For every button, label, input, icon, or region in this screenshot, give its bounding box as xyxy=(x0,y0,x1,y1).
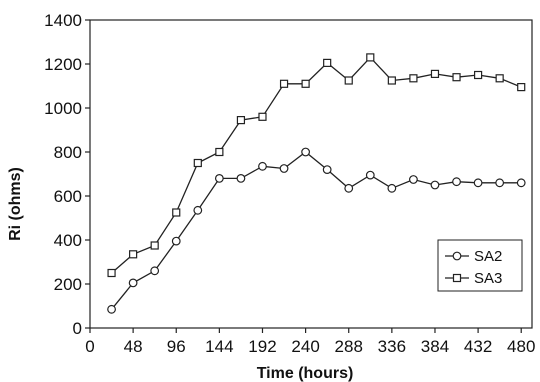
x-tick-label: 480 xyxy=(507,337,535,356)
x-tick-label: 96 xyxy=(167,337,186,356)
data-point-sa2 xyxy=(214,173,224,183)
series-sa2 xyxy=(107,147,526,314)
x-tick-label: 0 xyxy=(85,337,94,356)
data-point-sa3 xyxy=(366,53,375,62)
data-point-sa3 xyxy=(323,58,332,68)
data-point-sa3 xyxy=(409,74,418,83)
x-tick-label: 288 xyxy=(335,337,363,356)
data-point-sa2 xyxy=(409,175,418,184)
data-point-sa2 xyxy=(258,161,267,171)
data-point-sa2 xyxy=(495,178,505,188)
data-point-sa3 xyxy=(129,250,138,259)
data-point-sa3 xyxy=(236,115,246,125)
x-tick-label: 336 xyxy=(378,337,406,356)
x-tick-label: 48 xyxy=(124,337,143,356)
y-axis-ticks: 0 200 400 600 800 1000 1200 1400 xyxy=(44,11,90,338)
data-point-sa3 xyxy=(279,79,289,88)
data-point-sa2 xyxy=(236,173,246,183)
x-tick-label: 192 xyxy=(248,337,276,356)
data-point-sa2 xyxy=(387,183,397,193)
data-point-sa3 xyxy=(258,112,267,121)
y-tick-label: 1000 xyxy=(44,99,82,118)
data-point-sa3 xyxy=(495,74,504,83)
data-point-sa3 xyxy=(452,73,461,82)
plot-frame xyxy=(89,19,533,329)
data-point-sa2 xyxy=(107,304,116,314)
chart-axes: 0 200 400 600 800 1000 1200 1400 0 48 96 144 192 240… xyxy=(44,11,535,356)
y-tick-label: 600 xyxy=(54,187,82,206)
y-tick-label: 800 xyxy=(54,143,82,162)
y-tick-label: 1400 xyxy=(44,11,82,30)
data-point-sa2 xyxy=(150,266,160,276)
data-point-sa3 xyxy=(172,208,181,217)
data-point-sa2 xyxy=(516,178,526,188)
x-tick-label: 240 xyxy=(291,337,319,356)
data-point-sa3 xyxy=(301,79,310,88)
data-point-sa2 xyxy=(344,183,354,193)
legend-label-sa3: SA3 xyxy=(474,270,502,287)
y-tick-label: 200 xyxy=(54,275,82,294)
x-axis-title: Time (hours) xyxy=(257,365,354,382)
data-point-sa3 xyxy=(430,69,440,79)
x-tick-label: 384 xyxy=(421,337,449,356)
x-axis-ticks: 0 48 96 144 192 240 288 336 384 432 480 xyxy=(85,328,535,356)
legend-box xyxy=(437,239,523,292)
legend-marker-sa3 xyxy=(452,273,462,283)
legend: SA2 SA3 xyxy=(437,239,523,292)
data-point-sa2 xyxy=(193,205,203,215)
data-point-sa2 xyxy=(128,278,138,288)
data-point-sa3 xyxy=(387,76,396,85)
data-point-sa3 xyxy=(215,147,224,157)
y-tick-label: 400 xyxy=(54,231,82,250)
y-tick-label: 1200 xyxy=(44,55,82,74)
data-point-sa2 xyxy=(301,147,311,157)
data-point-sa3 xyxy=(150,241,159,250)
data-point-sa2 xyxy=(473,178,483,188)
data-point-sa2 xyxy=(279,164,289,173)
legend-marker-sa2 xyxy=(452,251,462,261)
data-point-sa2 xyxy=(452,177,461,187)
data-point-sa3 xyxy=(473,70,483,80)
legend-label-sa2: SA2 xyxy=(474,248,502,265)
data-point-sa2 xyxy=(365,170,375,180)
data-point-sa2 xyxy=(430,180,440,190)
y-tick-label: 0 xyxy=(73,319,82,338)
data-point-sa2 xyxy=(171,236,181,246)
data-point-sa2 xyxy=(322,165,332,175)
data-point-sa3 xyxy=(344,76,353,85)
data-point-sa3 xyxy=(193,158,202,168)
x-tick-label: 144 xyxy=(205,337,233,356)
data-point-sa3 xyxy=(107,268,116,278)
series-sa3 xyxy=(107,53,526,278)
y-axis-title: Ri (ohms) xyxy=(7,167,24,241)
data-point-sa3 xyxy=(517,82,526,92)
x-tick-label: 432 xyxy=(464,337,492,356)
series-layer xyxy=(107,53,526,314)
